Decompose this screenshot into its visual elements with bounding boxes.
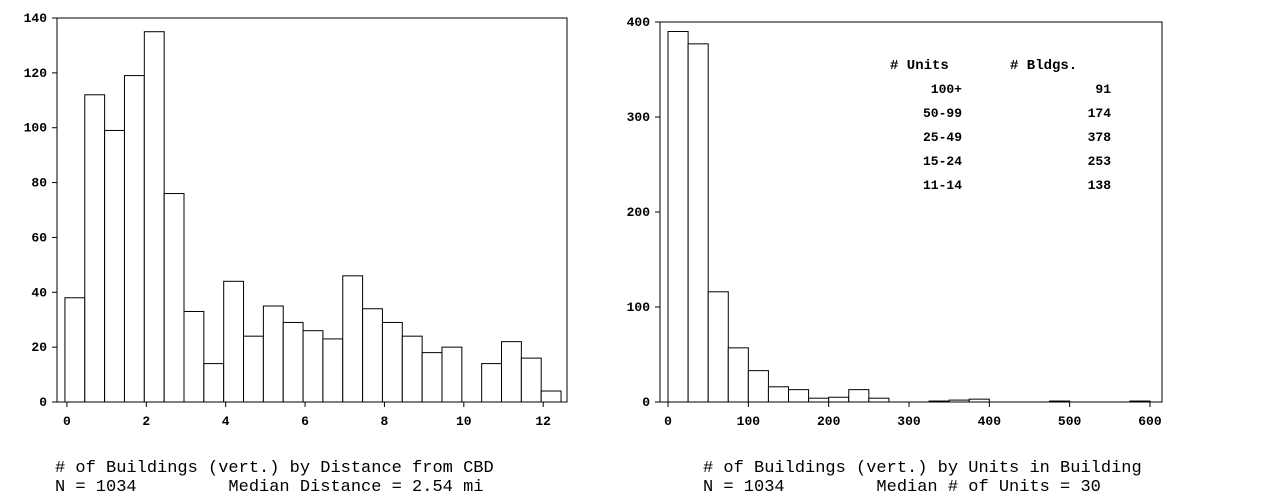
units-x-tick-label: 400 (978, 414, 1002, 429)
distance-bar (223, 280, 245, 403)
distance-bar (342, 275, 364, 403)
units-bar (667, 31, 689, 403)
distance-bar (362, 308, 383, 403)
units-bar (687, 43, 709, 403)
distance-x-tick-label: 0 (63, 414, 71, 429)
units-plot-frame (659, 21, 1163, 403)
units-y-tick-label: 300 (627, 110, 651, 125)
units-bar (968, 398, 990, 403)
distance-x-tick-label: 4 (222, 414, 230, 429)
distance-bar (501, 341, 522, 403)
distance-y-tick-label: 140 (24, 11, 48, 26)
distance-bar (421, 352, 443, 403)
units-y-tick-label: 100 (627, 300, 651, 315)
legend-units-row-1: 100+ (931, 82, 962, 97)
distance-bar (401, 335, 423, 403)
units-bar (707, 291, 729, 403)
distance-bar (481, 363, 503, 403)
legend-units-row-5: 11-14 (923, 178, 962, 193)
distance-y-tick-label: 100 (24, 121, 48, 136)
distance-bar (302, 330, 324, 403)
legend-bldgs-row-1: 91 (1095, 82, 1111, 97)
distance-y-tick-label: 60 (31, 230, 47, 245)
distance-x-tick-label: 6 (301, 414, 309, 429)
units-x-tick-label: 600 (1138, 414, 1162, 429)
distance-bar (203, 363, 225, 403)
distance-bar (163, 193, 185, 403)
units-x-tick-label: 300 (897, 414, 921, 429)
distance-bar (441, 346, 463, 403)
units-bar (788, 389, 810, 403)
distance-x-tick-label: 10 (456, 414, 472, 429)
legend-bldgs-row-3: 378 (1088, 130, 1112, 145)
units-bar (928, 400, 950, 403)
legend-units-row-2: 50-99 (923, 106, 962, 121)
units-x-tick-label: 0 (664, 414, 672, 429)
legend-units-row-3: 25-49 (923, 130, 962, 145)
distance-bar (123, 75, 145, 403)
units-bar (747, 370, 769, 403)
legend-bldgs-row-5: 138 (1088, 178, 1112, 193)
units-x-tick-label: 200 (817, 414, 841, 429)
distance-y-tick-label: 40 (31, 285, 47, 300)
distance-bar (262, 305, 284, 403)
units-bar (848, 389, 870, 403)
legend-header-bldgs: # Bldgs. (1010, 58, 1077, 74)
units-x-tick-label: 500 (1058, 414, 1082, 429)
legend-header-units: # Units (890, 58, 949, 74)
distance-bar (84, 94, 106, 403)
legend-bldgs-row-4: 253 (1088, 154, 1112, 169)
distance-y-tick-label: 20 (31, 340, 47, 355)
units-bar (948, 399, 970, 403)
distance-x-tick-label: 8 (381, 414, 389, 429)
distance-caption-line1: # of Buildings (vert.) by Distance from … (55, 459, 494, 478)
distance-caption-line2: N = 1034 Median Distance = 2.54 mi (55, 478, 484, 497)
distance-x-tick-label: 2 (142, 414, 150, 429)
distance-y-tick-label: 0 (39, 395, 47, 410)
units-bar (1129, 400, 1151, 403)
distance-bar (183, 310, 205, 403)
distance-histogram: 0 20 40 60 80 100 120 140 0 2 4 6 8 10 12 (24, 11, 568, 429)
distance-bar (282, 321, 304, 403)
legend-bldgs-row-2: 174 (1088, 106, 1112, 121)
units-bar (868, 397, 890, 403)
units-y-tick-label: 200 (627, 205, 651, 220)
units-caption-line1: # of Buildings (vert.) by Units in Build… (703, 459, 1142, 478)
distance-bar (243, 335, 264, 403)
distance-bar (143, 31, 165, 403)
distance-bar (520, 357, 542, 403)
distance-bar (540, 390, 562, 403)
legend-units-row-4: 15-24 (923, 154, 962, 169)
units-histogram: # Units # Bldgs. 100+ 91 50-99 174 25-49… (627, 15, 1163, 429)
units-bar (727, 347, 749, 403)
units-y-tick-label: 400 (627, 15, 651, 30)
units-legend: # Units # Bldgs. 100+ 91 50-99 174 25-49… (890, 58, 1111, 193)
distance-y-tick-label: 120 (24, 66, 48, 81)
units-bar (767, 386, 790, 403)
distance-y-tick-label: 80 (31, 176, 47, 191)
units-caption-line2: N = 1034 Median # of Units = 30 (703, 478, 1101, 497)
distance-bar (322, 338, 344, 403)
distance-bar (64, 297, 86, 403)
units-x-tick-label: 100 (737, 414, 761, 429)
units-bar (1049, 400, 1071, 403)
units-bar (828, 396, 850, 403)
distance-bar (381, 321, 403, 403)
units-y-tick-label: 0 (642, 395, 650, 410)
distance-x-tick-label: 12 (535, 414, 551, 429)
distance-bar (104, 129, 125, 403)
units-bar (808, 397, 830, 403)
